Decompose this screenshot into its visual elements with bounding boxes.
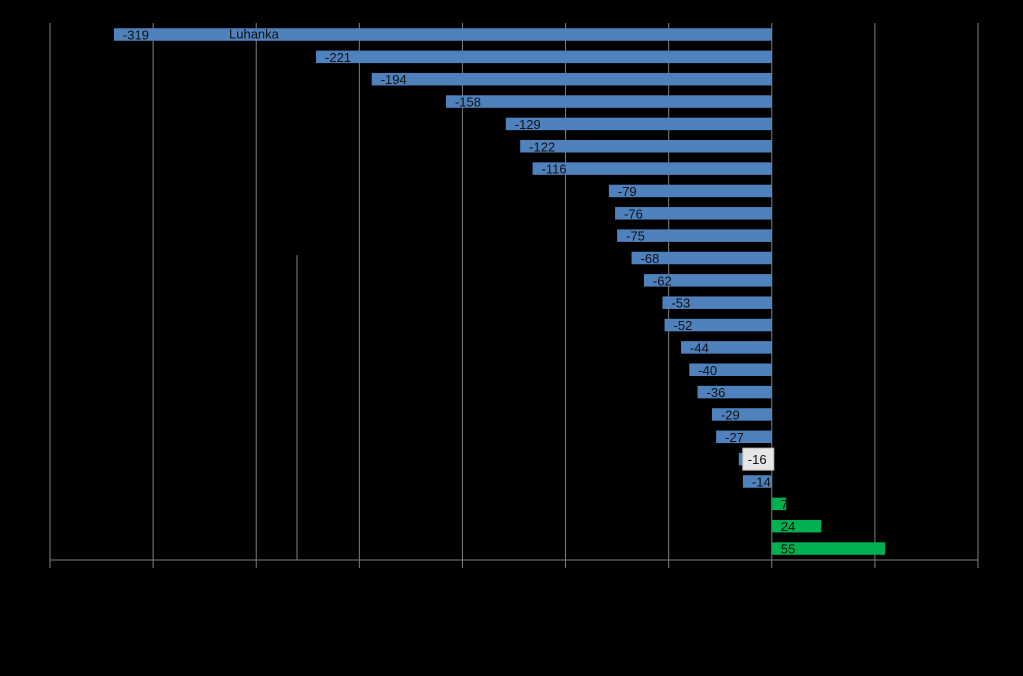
data-label: -76 <box>624 206 643 221</box>
bar <box>113 28 772 41</box>
bar <box>520 140 772 153</box>
data-label: -36 <box>707 385 726 400</box>
bar <box>689 363 772 376</box>
bar <box>662 296 772 309</box>
bars <box>113 28 886 555</box>
bar <box>643 274 772 287</box>
bar <box>711 408 772 421</box>
bar <box>617 229 772 242</box>
bar <box>681 341 772 354</box>
category-label: Luhanka <box>229 27 280 42</box>
bar <box>445 95 772 108</box>
bar <box>316 50 772 64</box>
grid-lines <box>49 23 979 560</box>
data-label: -221 <box>325 50 351 65</box>
data-label: -14 <box>752 475 771 490</box>
data-label: -75 <box>626 229 645 244</box>
data-label: 55 <box>781 542 795 557</box>
bar <box>697 385 772 399</box>
data-label: -52 <box>674 318 693 333</box>
bar <box>771 519 822 533</box>
bar <box>608 184 772 198</box>
data-label: -79 <box>618 184 637 199</box>
data-label: -40 <box>698 363 717 378</box>
bar <box>371 72 772 86</box>
data-label: -29 <box>721 407 740 422</box>
data-label: -68 <box>641 251 660 266</box>
data-label: -194 <box>381 72 407 87</box>
highlight-box <box>742 447 775 471</box>
bar <box>631 251 772 265</box>
bar <box>742 475 772 488</box>
data-label: 24 <box>781 519 795 534</box>
data-label: -53 <box>671 296 690 311</box>
data-label: -16 <box>748 452 767 467</box>
data-label: -27 <box>725 430 744 445</box>
bar <box>664 318 772 332</box>
bar <box>532 162 772 175</box>
data-label: -129 <box>515 117 541 132</box>
data-label: -122 <box>529 139 555 154</box>
bar <box>771 497 787 511</box>
bar <box>615 207 772 220</box>
x-axis <box>49 559 979 568</box>
data-label: -116 <box>542 162 567 177</box>
data-label: -44 <box>690 340 709 355</box>
data-label: -158 <box>455 95 481 110</box>
bar <box>505 117 772 131</box>
data-labels: -319 Luhanka -221 -194 -158 -129 -122 -116 -79 -7… <box>123 27 795 557</box>
bar <box>771 542 886 555</box>
data-label: 7 <box>781 497 788 512</box>
bar <box>716 430 772 444</box>
data-label: -319 <box>123 28 149 43</box>
data-label: -62 <box>653 273 672 288</box>
